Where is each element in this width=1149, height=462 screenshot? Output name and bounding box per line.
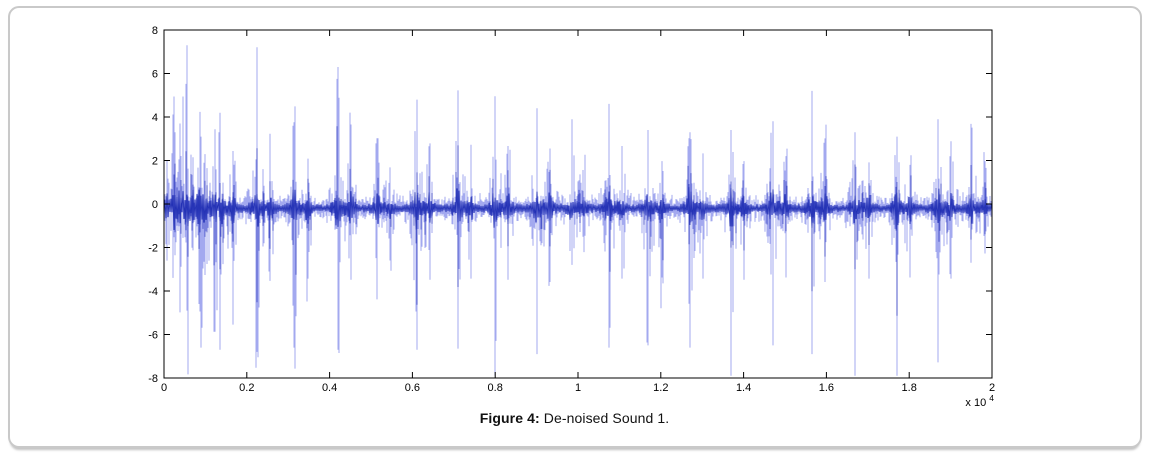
svg-text:-2: -2 bbox=[148, 243, 158, 255]
figure-caption-label: Figure 4: bbox=[479, 410, 540, 426]
figure-caption-text: De-noised Sound 1. bbox=[543, 410, 670, 426]
svg-text:-4: -4 bbox=[148, 286, 158, 298]
figure-card bbox=[8, 6, 1142, 448]
svg-text:0.6: 0.6 bbox=[405, 382, 420, 394]
svg-text:1.8: 1.8 bbox=[902, 382, 917, 394]
svg-text:2: 2 bbox=[989, 382, 995, 394]
figure-caption: Figure 4: De-noised Sound 1. bbox=[0, 410, 1149, 426]
svg-text:x 10 4: x 10 4 bbox=[965, 393, 994, 409]
svg-text:0: 0 bbox=[152, 199, 158, 211]
svg-text:-6: -6 bbox=[148, 330, 158, 342]
svg-text:2: 2 bbox=[152, 156, 158, 168]
svg-text:1.6: 1.6 bbox=[819, 382, 834, 394]
svg-text:0.4: 0.4 bbox=[322, 382, 337, 394]
svg-text:1.4: 1.4 bbox=[736, 382, 751, 394]
svg-text:0: 0 bbox=[161, 382, 167, 394]
svg-text:-8: -8 bbox=[148, 373, 158, 385]
svg-text:6: 6 bbox=[152, 69, 158, 81]
svg-text:0.8: 0.8 bbox=[488, 382, 503, 394]
svg-text:8: 8 bbox=[152, 25, 158, 37]
svg-text:1.2: 1.2 bbox=[653, 382, 668, 394]
svg-text:0.2: 0.2 bbox=[239, 382, 254, 394]
svg-text:4: 4 bbox=[152, 112, 158, 124]
svg-text:1: 1 bbox=[575, 382, 581, 394]
